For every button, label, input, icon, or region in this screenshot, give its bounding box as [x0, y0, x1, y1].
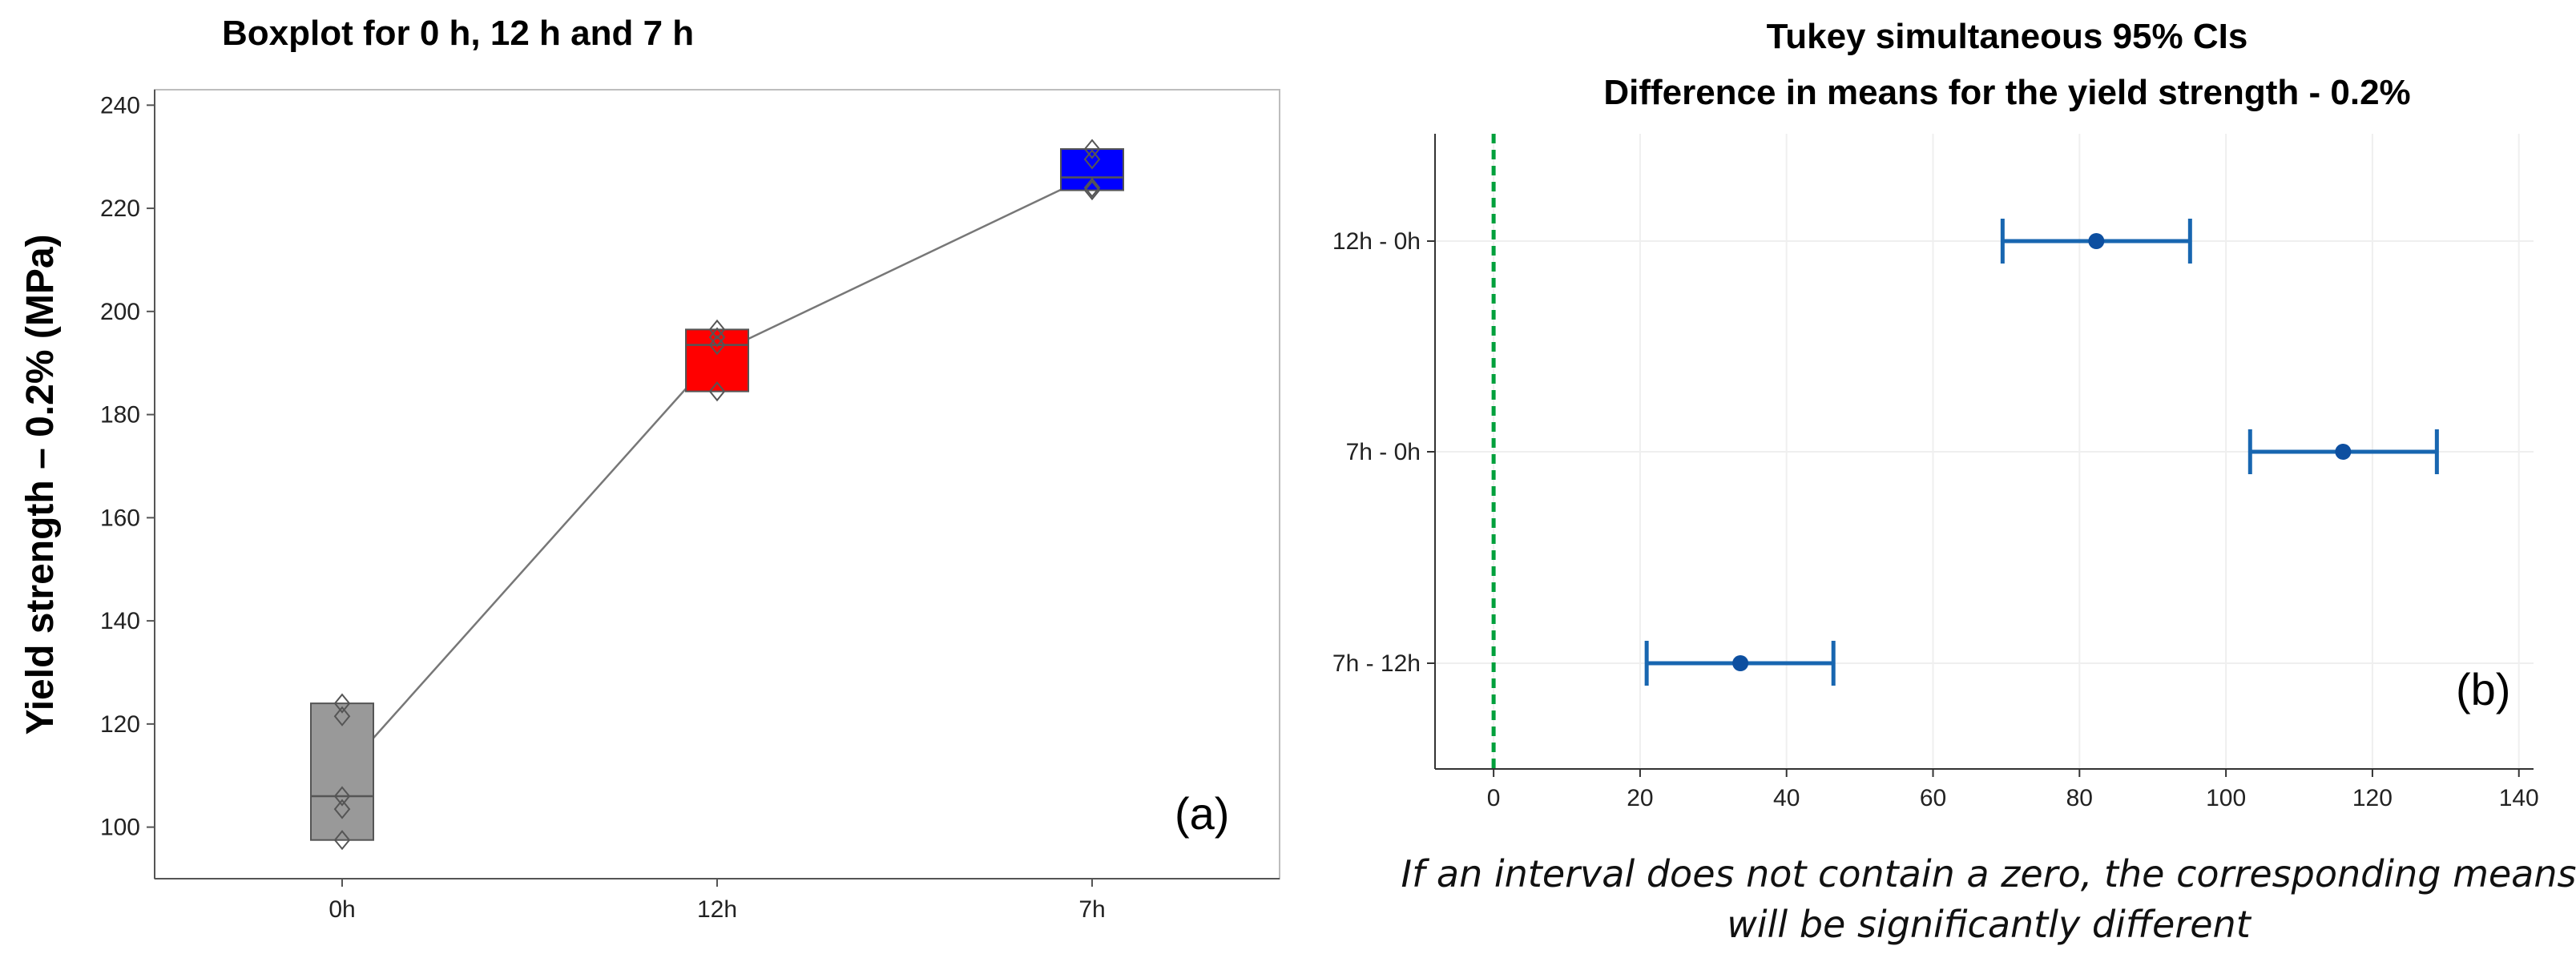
boxplot-y-tick-label: 180 — [100, 402, 140, 429]
tukey-y-ticks: 12h - 0h 7h - 0h 7h - 12h — [1332, 228, 1435, 677]
tukey-x-tick-label: 20 — [1627, 785, 1653, 811]
tukey-x-tick-label: 120 — [2352, 785, 2393, 811]
boxplot-x-tick-label: 12h — [697, 896, 737, 923]
boxplot-y-tick-label: 140 — [100, 608, 140, 634]
boxplot-y-tick-label: 120 — [100, 711, 140, 738]
footnote-line-1: If an interval does not contain a zero, … — [1401, 852, 2576, 896]
data-point-7h — [1083, 179, 1101, 201]
tukey-interval-chart: Tukey simultaneous 95% CIs Difference in… — [1332, 17, 2539, 811]
data-point-7h — [1083, 149, 1101, 170]
tukey-y-tick-label: 7h - 12h — [1332, 650, 1421, 677]
boxplot-y-tick-label: 220 — [100, 195, 140, 222]
tukey-x-tick-label: 80 — [2066, 785, 2093, 811]
boxplot-y-tick-label: 100 — [100, 815, 140, 841]
data-point-7h — [1083, 139, 1101, 159]
data-point-0h — [333, 799, 351, 819]
data-point-0h — [333, 786, 351, 807]
interval-estimate-point — [1732, 655, 1749, 671]
data-point-12h — [708, 327, 726, 348]
boxplot-y-axis-label: Yield strength – 0.2% (MPa) — [19, 234, 62, 735]
tukey-title-line-1: Tukey simultaneous 95% CIs — [1767, 17, 2248, 56]
tukey-x-tick-label: 140 — [2499, 785, 2539, 811]
data-point-7h — [1083, 177, 1101, 198]
interval-estimate-point — [2088, 233, 2105, 249]
boxplot-chart: Boxplot for 0 h, 12 h and 7 h 1001201401… — [19, 14, 1280, 923]
tukey-title-line-2: Difference in means for the yield streng… — [1603, 73, 2410, 112]
data-point-12h — [708, 335, 726, 356]
boxplot-title: Boxplot for 0 h, 12 h and 7 h — [222, 14, 694, 53]
tukey-intervals — [1644, 219, 2439, 686]
data-point-0h — [333, 693, 351, 714]
box-7h — [1060, 148, 1124, 191]
tukey-x-tick-label: 0 — [1487, 785, 1501, 811]
boxplot-y-tick-label: 200 — [100, 299, 140, 325]
data-point-0h — [333, 830, 351, 851]
footnote-line-2: will be significantly different — [1727, 903, 2251, 946]
tukey-x-ticks: 0 20 40 60 80 100 120 140 — [1487, 769, 2539, 811]
tukey-y-tick-label: 7h - 0h — [1346, 439, 1421, 465]
boxplot-x-tick-label: 7h — [1078, 896, 1105, 923]
boxplot-y-tick-label: 240 — [100, 92, 140, 119]
panel-label-b: (b) — [2456, 664, 2510, 714]
tukey-x-tick-label: 100 — [2206, 785, 2246, 811]
boxplot-x-tick-label: 0h — [329, 896, 355, 923]
data-point-0h — [333, 706, 351, 727]
interval-estimate-point — [2335, 444, 2352, 460]
tukey-y-tick-label: 12h - 0h — [1332, 228, 1421, 255]
panel-label-a: (a) — [1175, 788, 1229, 839]
box-12h — [685, 328, 749, 392]
boxplot-y-tick-label: 160 — [100, 505, 140, 531]
data-point-12h — [708, 381, 726, 402]
data-point-12h — [708, 319, 726, 340]
tukey-x-tick-label: 60 — [1920, 785, 1946, 811]
tukey-x-tick-label: 40 — [1773, 785, 1800, 811]
boxplot-x-ticks: 0h 12h 7h — [329, 879, 1106, 923]
boxplot-y-ticks: 100 120 140 160 180 200 220 240 — [100, 92, 155, 841]
boxplot-points — [333, 139, 1101, 851]
